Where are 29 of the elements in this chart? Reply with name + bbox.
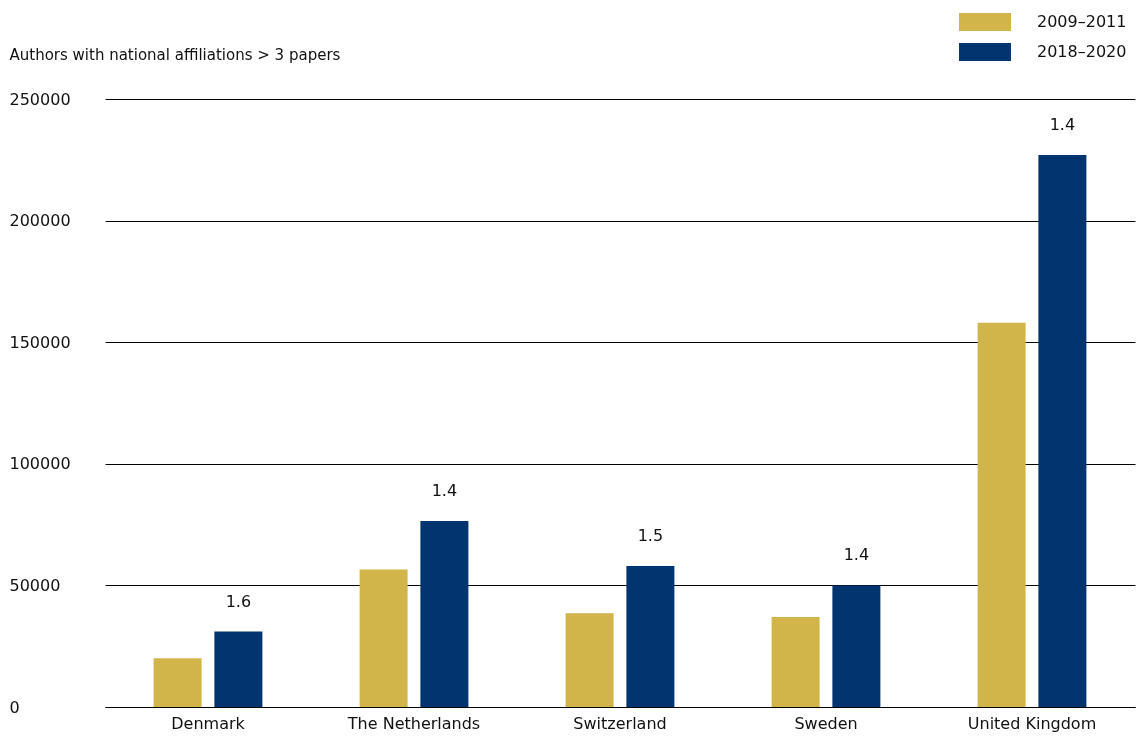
y-tick-label: 200000 [9, 211, 71, 231]
y-tick-label: 0 [9, 697, 20, 717]
y-tick-label: 50000 [9, 575, 61, 595]
annotation: 1.4 [431, 480, 458, 500]
legend-label: 2018–2020 [1037, 42, 1127, 61]
bar [420, 520, 469, 707]
bar [771, 617, 820, 707]
y-tick-label: 150000 [9, 332, 71, 352]
annotation: 1.5 [637, 525, 664, 545]
bar [977, 322, 1026, 707]
x-tick-label: Switzerland [573, 713, 667, 733]
x-tick-label: Sweden [794, 713, 858, 733]
x-tick-label: The Netherlands [346, 713, 481, 733]
annotation: 1.6 [225, 591, 252, 611]
bar [1038, 154, 1087, 707]
y-tick-label: 100000 [9, 454, 71, 474]
legend-label: 2009–2011 [1037, 12, 1127, 31]
bar [832, 585, 881, 707]
bar [214, 631, 263, 707]
bar [565, 613, 614, 707]
annotation: 1.4 [1049, 114, 1076, 134]
y-axis-title: Authors with national affiliations > 3 papers [9, 45, 341, 64]
x-tick-label: United Kingdom [967, 713, 1097, 733]
bar [626, 565, 675, 707]
annotation: 1.4 [843, 545, 870, 565]
bar [359, 569, 408, 707]
x-tick-label: Denmark [171, 713, 246, 733]
y-tick-label: 250000 [9, 89, 71, 109]
bar [153, 658, 202, 707]
